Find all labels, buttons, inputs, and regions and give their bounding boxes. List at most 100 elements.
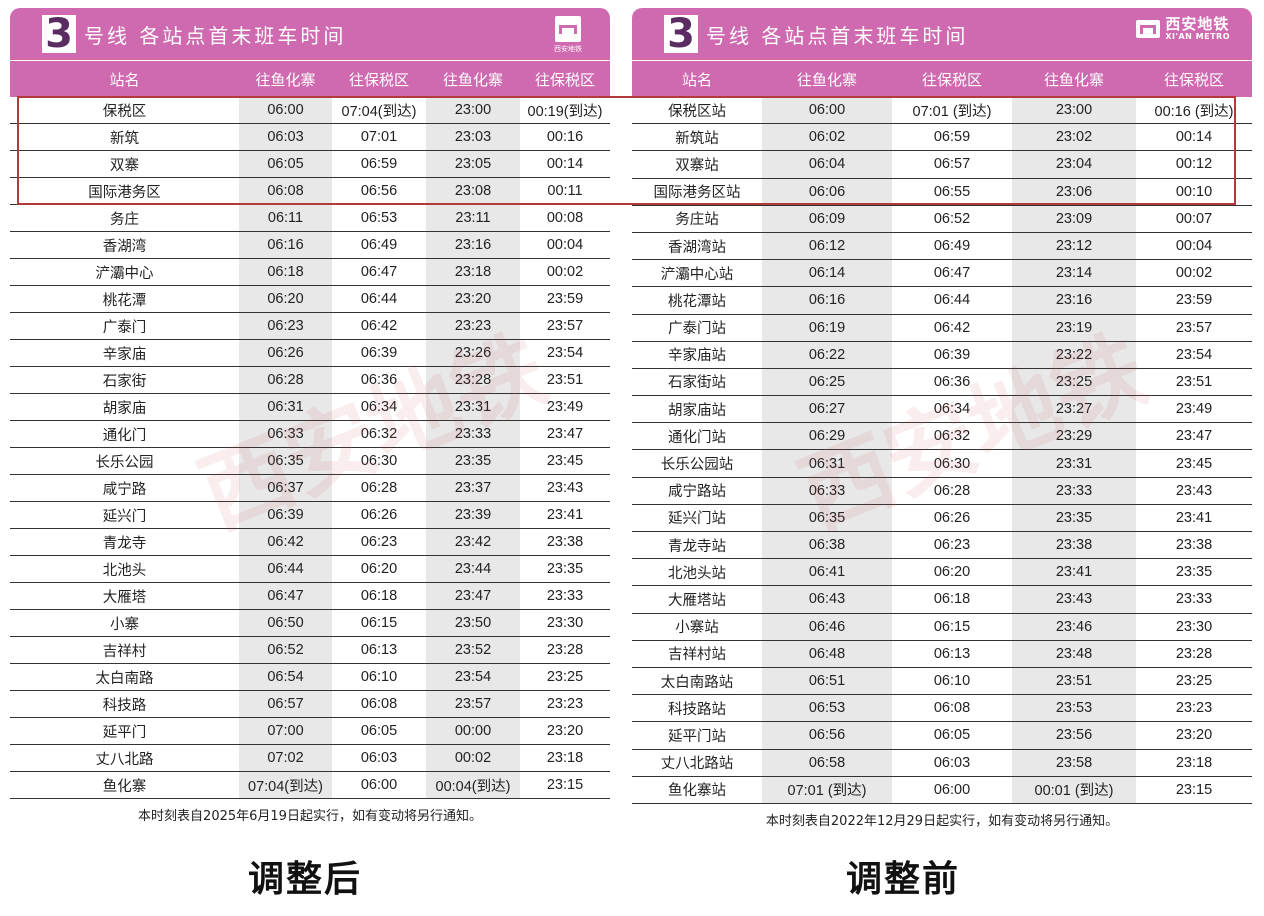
station-name-cell: 双寨站 <box>632 150 762 179</box>
station-name-cell: 青龙寺站 <box>632 531 762 560</box>
last-to-baoshuiqu-cell: 23:30 <box>520 609 610 637</box>
station-name-cell: 双寨 <box>10 150 239 178</box>
last-to-baoshuiqu-cell: 23:41 <box>1136 504 1252 533</box>
station-name-cell: 桃花潭 <box>10 285 239 313</box>
last-to-baoshuiqu-cell: 23:43 <box>1136 477 1252 505</box>
first-to-baoshuiqu-cell: 06:13 <box>892 640 1012 668</box>
line-number-badge: 3 <box>664 14 698 54</box>
station-name-cell: 香湖湾 <box>10 231 239 259</box>
table-row: 青龙寺 06:42 06:23 23:42 23:38 <box>10 528 610 556</box>
table-row: 胡家庙 06:31 06:34 23:31 23:49 <box>10 393 610 421</box>
last-to-baoshuiqu-cell: 23:23 <box>1136 694 1252 723</box>
first-to-baoshuiqu-cell: 06:20 <box>332 555 426 583</box>
first-to-baoshuiqu-cell: 06:26 <box>892 504 1012 533</box>
first-to-yuhuazhai-cell: 06:54 <box>239 663 332 691</box>
title-bar: 3 号线 各站点首末班车时间 西安地铁 <box>10 8 610 60</box>
last-to-baoshuiqu-cell: 23:35 <box>1136 558 1252 587</box>
station-name-cell: 通化门站 <box>632 422 762 451</box>
last-to-baoshuiqu-cell: 23:49 <box>1136 395 1252 424</box>
last-to-baoshuiqu-cell: 23:33 <box>1136 585 1252 614</box>
first-to-baoshuiqu-cell: 06:30 <box>332 447 426 475</box>
first-to-baoshuiqu-cell: 06:32 <box>892 422 1012 451</box>
last-to-yuhuazhai-cell: 23:33 <box>1012 477 1136 505</box>
first-to-yuhuazhai-cell: 06:42 <box>239 528 332 556</box>
last-to-baoshuiqu-cell: 23:25 <box>520 663 610 691</box>
last-to-baoshuiqu-cell: 23:57 <box>520 312 610 340</box>
table-row: 桃花潭站 06:16 06:44 23:16 23:59 <box>632 286 1252 315</box>
last-to-yuhuazhai-cell: 00:00 <box>426 717 520 745</box>
table-row: 长乐公园 06:35 06:30 23:35 23:45 <box>10 447 610 475</box>
caption-after: 调整后 <box>248 859 363 900</box>
first-to-yuhuazhai-cell: 06:14 <box>762 259 892 288</box>
table-row: 广泰门 06:23 06:42 23:23 23:57 <box>10 312 610 340</box>
effective-date-note: 本时刻表自2025年6月19日起实行，如有变动将另行通知。 <box>138 809 482 824</box>
last-to-baoshuiqu-cell: 23:25 <box>1136 667 1252 696</box>
last-to-yuhuazhai-cell: 23:39 <box>426 501 520 529</box>
last-to-yuhuazhai-cell: 23:31 <box>426 393 520 421</box>
station-name-cell: 咸宁路 <box>10 474 239 502</box>
table-row: 保税区站 06:00 07:01 (到达) 23:00 00:16 (到达) <box>632 97 1252 125</box>
first-to-yuhuazhai-cell: 06:46 <box>762 613 892 641</box>
xian-metro-logo-icon: 西安地铁 XI'AN METRO <box>1136 16 1230 42</box>
last-to-baoshuiqu-cell: 23:54 <box>520 339 610 367</box>
last-to-yuhuazhai-cell: 23:12 <box>1012 232 1136 261</box>
station-name-cell: 保税区站 <box>632 97 762 125</box>
first-to-yuhuazhai-cell: 06:18 <box>239 258 332 286</box>
first-to-baoshuiqu-cell: 06:15 <box>332 609 426 637</box>
station-name-cell: 北池头站 <box>632 558 762 587</box>
first-to-baoshuiqu-cell: 06:20 <box>892 558 1012 587</box>
first-to-yuhuazhai-cell: 06:35 <box>762 504 892 533</box>
first-to-yuhuazhai-cell: 06:08 <box>239 177 332 205</box>
column-header-first-to-yuhuazhai: 往鱼化寨 <box>762 60 892 97</box>
last-to-baoshuiqu-cell: 00:02 <box>1136 259 1252 288</box>
first-to-baoshuiqu-cell: 06:26 <box>332 501 426 529</box>
last-to-baoshuiqu-cell: 00:14 <box>1136 123 1252 152</box>
last-to-yuhuazhai-cell: 23:46 <box>1012 613 1136 641</box>
table-row: 咸宁路站 06:33 06:28 23:33 23:43 <box>632 477 1252 505</box>
first-to-yuhuazhai-cell: 06:33 <box>762 477 892 505</box>
last-to-baoshuiqu-cell: 23:49 <box>520 393 610 421</box>
last-to-yuhuazhai-cell: 23:00 <box>426 97 520 124</box>
table-row: 石家街 06:28 06:36 23:28 23:51 <box>10 366 610 394</box>
table-row: 延平门 07:00 06:05 00:00 23:20 <box>10 717 610 745</box>
last-to-baoshuiqu-cell: 23:15 <box>520 771 610 799</box>
last-to-yuhuazhai-cell: 23:38 <box>1012 531 1136 560</box>
first-to-baoshuiqu-cell: 06:34 <box>332 393 426 421</box>
last-to-yuhuazhai-cell: 23:54 <box>426 663 520 691</box>
last-to-yuhuazhai-cell: 23:58 <box>1012 749 1136 777</box>
first-to-baoshuiqu-cell: 06:36 <box>332 366 426 394</box>
last-to-baoshuiqu-cell: 23:30 <box>1136 613 1252 641</box>
last-to-baoshuiqu-cell: 00:02 <box>520 258 610 286</box>
first-to-yuhuazhai-cell: 06:09 <box>762 205 892 233</box>
last-to-yuhuazhai-cell: 23:33 <box>426 420 520 448</box>
last-to-baoshuiqu-cell: 23:15 <box>1136 776 1252 804</box>
first-to-yuhuazhai-cell: 06:43 <box>762 585 892 614</box>
table-row: 青龙寺站 06:38 06:23 23:38 23:38 <box>632 531 1252 560</box>
station-name-cell: 务庄 <box>10 204 239 232</box>
first-to-yuhuazhai-cell: 06:28 <box>239 366 332 394</box>
station-name-cell: 长乐公园 <box>10 447 239 475</box>
table-row: 咸宁路 06:37 06:28 23:37 23:43 <box>10 474 610 502</box>
first-to-baoshuiqu-cell: 07:01 (到达) <box>892 97 1012 125</box>
last-to-baoshuiqu-cell: 23:45 <box>520 447 610 475</box>
last-to-yuhuazhai-cell: 23:52 <box>426 636 520 664</box>
last-to-baoshuiqu-cell: 23:28 <box>1136 640 1252 668</box>
first-to-baoshuiqu-cell: 06:28 <box>332 474 426 502</box>
first-to-yuhuazhai-cell: 06:00 <box>239 97 332 124</box>
last-to-baoshuiqu-cell: 23:59 <box>520 285 610 313</box>
last-to-baoshuiqu-cell: 23:38 <box>520 528 610 556</box>
table-row: 桃花潭 06:20 06:44 23:20 23:59 <box>10 285 610 313</box>
last-to-yuhuazhai-cell: 23:16 <box>426 231 520 259</box>
last-to-baoshuiqu-cell: 23:54 <box>1136 341 1252 369</box>
last-to-yuhuazhai-cell: 23:28 <box>426 366 520 394</box>
last-to-yuhuazhai-cell: 23:23 <box>426 312 520 340</box>
station-name-cell: 浐灞中心站 <box>632 259 762 288</box>
last-to-baoshuiqu-cell: 23:35 <box>520 555 610 583</box>
station-name-cell: 辛家庙站 <box>632 341 762 369</box>
last-to-yuhuazhai-cell: 23:37 <box>426 474 520 502</box>
first-to-baoshuiqu-cell: 06:56 <box>332 177 426 205</box>
table-row: 延平门站 06:56 06:05 23:56 23:20 <box>632 721 1252 750</box>
timetable-title: 号线 各站点首末班车时间 <box>706 24 969 48</box>
first-to-yuhuazhai-cell: 06:37 <box>239 474 332 502</box>
last-to-baoshuiqu-cell: 00:14 <box>520 150 610 178</box>
